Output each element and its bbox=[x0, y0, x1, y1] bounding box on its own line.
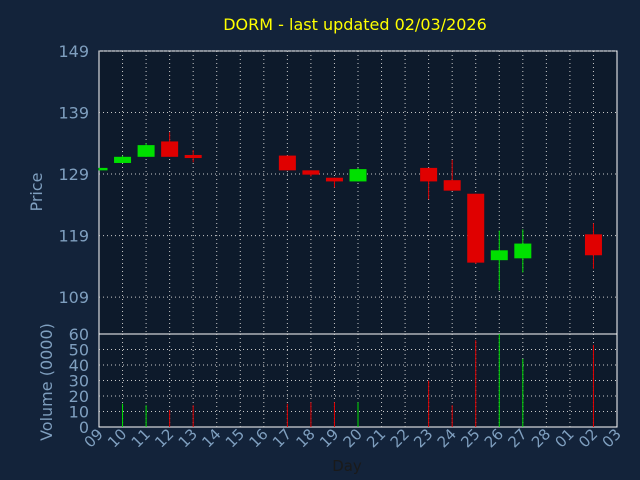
candle-body-13 bbox=[184, 154, 202, 159]
volume-tick-label: 60 bbox=[69, 325, 89, 344]
candle-body-09 bbox=[99, 167, 108, 171]
candle-body-19 bbox=[325, 177, 343, 182]
candle-body-26 bbox=[490, 250, 508, 261]
candle-body-27 bbox=[514, 243, 532, 259]
volume-tick-label: 50 bbox=[69, 341, 89, 360]
volume-tick-label: 40 bbox=[69, 356, 89, 375]
volume-tick-label: 0 bbox=[79, 418, 89, 437]
candle-body-25 bbox=[467, 193, 485, 263]
volume-tick-label: 20 bbox=[69, 387, 89, 406]
x-axis: 0910111213141516171819202122232425262728… bbox=[81, 425, 625, 451]
volume-axis-label: Volume (0000) bbox=[37, 323, 56, 441]
candle-body-10 bbox=[114, 156, 132, 163]
price-tick-label: 139 bbox=[58, 104, 89, 123]
candle-body-23 bbox=[420, 167, 438, 182]
price-axis-label: Price bbox=[27, 172, 46, 211]
volume-tick-label: 30 bbox=[69, 372, 89, 391]
price-plot-area bbox=[98, 50, 618, 335]
candle-body-20 bbox=[349, 169, 367, 182]
candle-body-24 bbox=[443, 180, 461, 191]
candle-body-12 bbox=[161, 141, 179, 157]
price-tick-label: 109 bbox=[58, 288, 89, 307]
volume-tick-label: 10 bbox=[69, 403, 89, 422]
price-tick-label: 119 bbox=[58, 227, 89, 246]
x-axis-label: Day bbox=[332, 457, 362, 475]
candle-body-02 bbox=[584, 234, 602, 256]
chart-title: DORM - last updated 02/03/2026 bbox=[223, 15, 487, 34]
price-panel: 149 139 129 119 109 bbox=[58, 42, 618, 335]
candle-body-17 bbox=[278, 155, 296, 171]
candle-body-18 bbox=[302, 170, 320, 175]
candle-body-11 bbox=[137, 145, 155, 157]
price-tick-label: 129 bbox=[58, 165, 89, 184]
price-tick-label: 149 bbox=[58, 42, 89, 61]
